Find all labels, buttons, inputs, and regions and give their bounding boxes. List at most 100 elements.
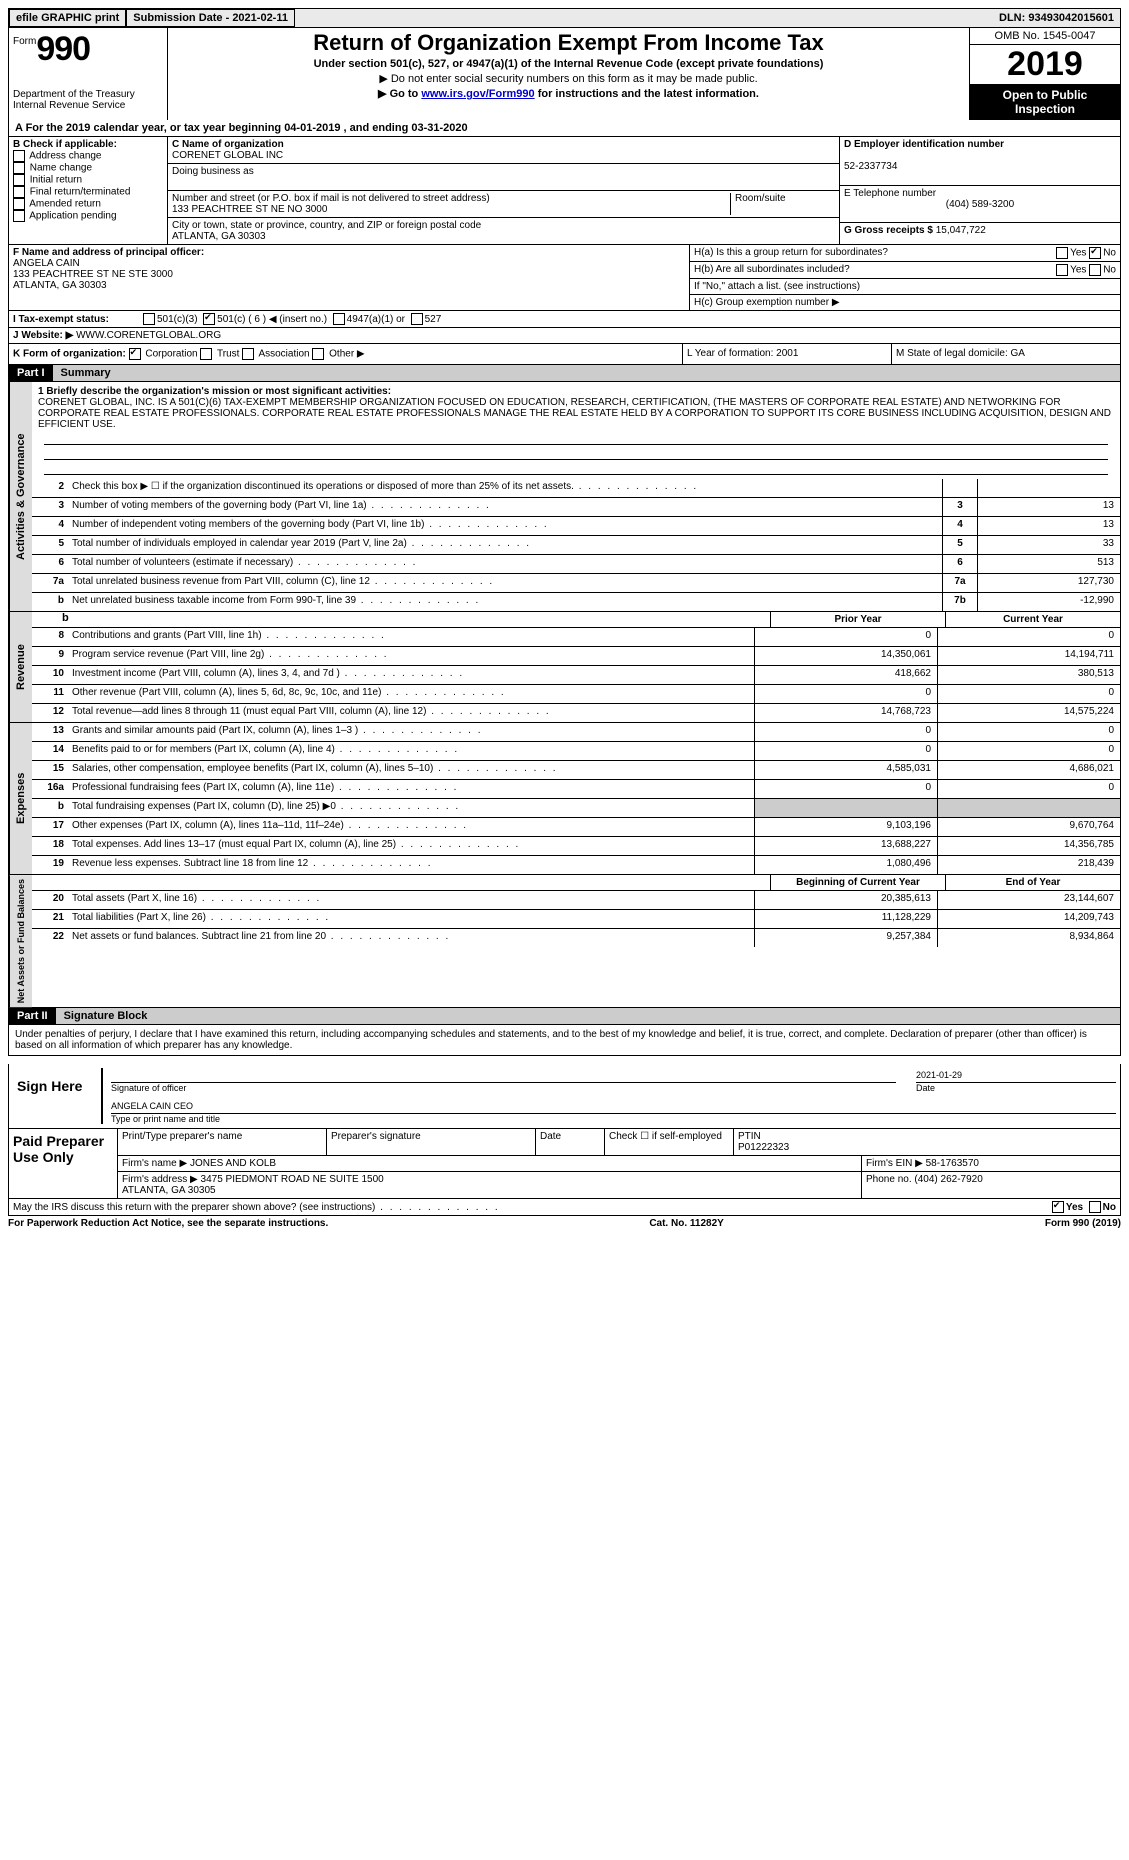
ha-no-checkbox[interactable]	[1089, 247, 1101, 259]
org-name: CORENET GLOBAL INC	[172, 150, 283, 161]
section-f-h: F Name and address of principal officer:…	[8, 245, 1121, 311]
footer-right: Form 990 (2019)	[1045, 1218, 1121, 1229]
b-checkbox-0[interactable]	[13, 150, 25, 162]
row-desc: Total number of volunteers (estimate if …	[68, 555, 942, 573]
officer-name: ANGELA CAIN	[13, 258, 80, 269]
form-header: Form990 Department of the Treasury Inter…	[8, 28, 1121, 120]
part1-header: Part I Summary	[8, 365, 1121, 382]
website-value: WWW.CORENETGLOBAL.ORG	[76, 330, 221, 341]
prep-h3: Date	[536, 1129, 605, 1155]
ha-yes-checkbox[interactable]	[1056, 247, 1068, 259]
k-label: K Form of organization:	[13, 349, 126, 360]
row-desc: Total number of individuals employed in …	[68, 536, 942, 554]
phone-value: (404) 589-3200	[844, 199, 1116, 210]
rev-spacer: b	[32, 612, 770, 627]
part1-title: Summary	[53, 365, 1120, 381]
row-desc: Number of independent voting members of …	[68, 517, 942, 535]
prior-year-head: Prior Year	[770, 612, 945, 627]
row-val	[977, 479, 1120, 497]
city-label: City or town, state or province, country…	[172, 220, 481, 231]
row-box: 6	[942, 555, 977, 573]
part1-num: Part I	[9, 365, 53, 381]
row-num: 5	[32, 536, 68, 554]
street: 133 PEACHTREE ST NE NO 3000	[172, 204, 327, 215]
date-label: Date	[916, 1083, 1116, 1093]
row-num: b	[32, 593, 68, 611]
discuss-q: May the IRS discuss this return with the…	[13, 1202, 1052, 1213]
row-box: 7b	[942, 593, 977, 611]
subtitle-2: ▶ Do not enter social security numbers o…	[172, 72, 965, 85]
discuss-row: May the IRS discuss this return with the…	[8, 1199, 1121, 1216]
row-num: 3	[32, 498, 68, 516]
cb-corp[interactable]	[129, 348, 141, 360]
c-name-label: C Name of organization	[172, 139, 284, 150]
b-checkbox-1[interactable]	[13, 162, 25, 174]
preparer-section: Paid Preparer Use Only Print/Type prepar…	[8, 1129, 1121, 1199]
sign-date: 2021-01-29	[916, 1068, 1116, 1083]
b-checkbox-3[interactable]	[13, 186, 25, 198]
footer: For Paperwork Reduction Act Notice, see …	[8, 1216, 1121, 1231]
cb-assoc[interactable]	[242, 348, 254, 360]
cb-trust[interactable]	[200, 348, 212, 360]
cb-4947[interactable]	[333, 313, 345, 325]
cb-501c[interactable]	[203, 313, 215, 325]
cb-other[interactable]	[312, 348, 324, 360]
i-label: I Tax-exempt status:	[13, 314, 143, 325]
website-row: J Website: ▶ WWW.CORENETGLOBAL.ORG	[8, 328, 1121, 344]
current-year-head: Current Year	[945, 612, 1120, 627]
ein-label: D Employer identification number	[844, 139, 1004, 150]
vlabel-rev: Revenue	[9, 612, 32, 722]
part2-title: Signature Block	[56, 1008, 1120, 1024]
exp-section: Expenses 13Grants and similar amounts pa…	[8, 723, 1121, 875]
part2-header: Part II Signature Block	[8, 1008, 1121, 1025]
tax-status-row: I Tax-exempt status: 501(c)(3) 501(c) ( …	[8, 311, 1121, 328]
dba-label: Doing business as	[172, 166, 254, 177]
officer-addr1: 133 PEACHTREE ST NE STE 3000	[13, 269, 173, 280]
b-label: B Check if applicable:	[13, 139, 117, 150]
hb-label: H(b) Are all subordinates included?	[694, 264, 1056, 276]
state-domicile: M State of legal domicile: GA	[892, 344, 1120, 364]
row-val: 127,730	[977, 574, 1120, 592]
sign-name-label: Type or print name and title	[111, 1114, 1116, 1124]
k-row: K Form of organization: Corporation Trus…	[8, 344, 1121, 365]
sign-name: ANGELA CAIN CEO	[111, 1099, 1116, 1114]
irs-link[interactable]: www.irs.gov/Form990	[421, 88, 534, 100]
omb-number: OMB No. 1545-0047	[970, 28, 1120, 45]
period-row: A For the 2019 calendar year, or tax yea…	[8, 120, 1121, 137]
room-label: Room/suite	[730, 193, 835, 215]
prep-title: Paid Preparer Use Only	[9, 1129, 118, 1198]
row-box: 4	[942, 517, 977, 535]
row-desc: Net unrelated business taxable income fr…	[68, 593, 942, 611]
phone-label: E Telephone number	[844, 188, 936, 199]
b-checkbox-5[interactable]	[13, 210, 25, 222]
firm-ein: 58-1763570	[926, 1158, 979, 1169]
sig-officer-label: Signature of officer	[111, 1083, 896, 1093]
gross-label: G Gross receipts $	[844, 225, 933, 236]
row-val: -12,990	[977, 593, 1120, 611]
efile-button[interactable]: efile GRAPHIC print	[9, 9, 126, 27]
cb-501c3[interactable]	[143, 313, 155, 325]
mission-text: CORENET GLOBAL, INC. IS A 501(C)(6) TAX-…	[38, 397, 1111, 430]
row-val: 13	[977, 517, 1120, 535]
hb-yes-checkbox[interactable]	[1056, 264, 1068, 276]
top-bar: efile GRAPHIC print Submission Date - 20…	[8, 8, 1121, 28]
f-label: F Name and address of principal officer:	[13, 247, 204, 258]
b-checkbox-4[interactable]	[13, 198, 25, 210]
prep-h2: Preparer's signature	[327, 1129, 536, 1155]
hb-no-checkbox[interactable]	[1089, 264, 1101, 276]
row-box: 7a	[942, 574, 977, 592]
row-val: 513	[977, 555, 1120, 573]
cb-527[interactable]	[411, 313, 423, 325]
row-desc: Total unrelated business revenue from Pa…	[68, 574, 942, 592]
firm-label: Firm's name ▶	[122, 1158, 187, 1169]
footer-mid: Cat. No. 11282Y	[328, 1218, 1045, 1229]
gov-section: Activities & Governance 1 Briefly descri…	[8, 382, 1121, 612]
vlabel-exp: Expenses	[9, 723, 32, 874]
firm-name: JONES AND KOLB	[190, 1158, 276, 1169]
open-inspection: Open to Public Inspection	[970, 84, 1120, 120]
discuss-no-checkbox[interactable]	[1089, 1201, 1101, 1213]
row-val: 13	[977, 498, 1120, 516]
discuss-yes-checkbox[interactable]	[1052, 1201, 1064, 1213]
b-checkbox-2[interactable]	[13, 174, 25, 186]
na-prior-head: Beginning of Current Year	[770, 875, 945, 890]
